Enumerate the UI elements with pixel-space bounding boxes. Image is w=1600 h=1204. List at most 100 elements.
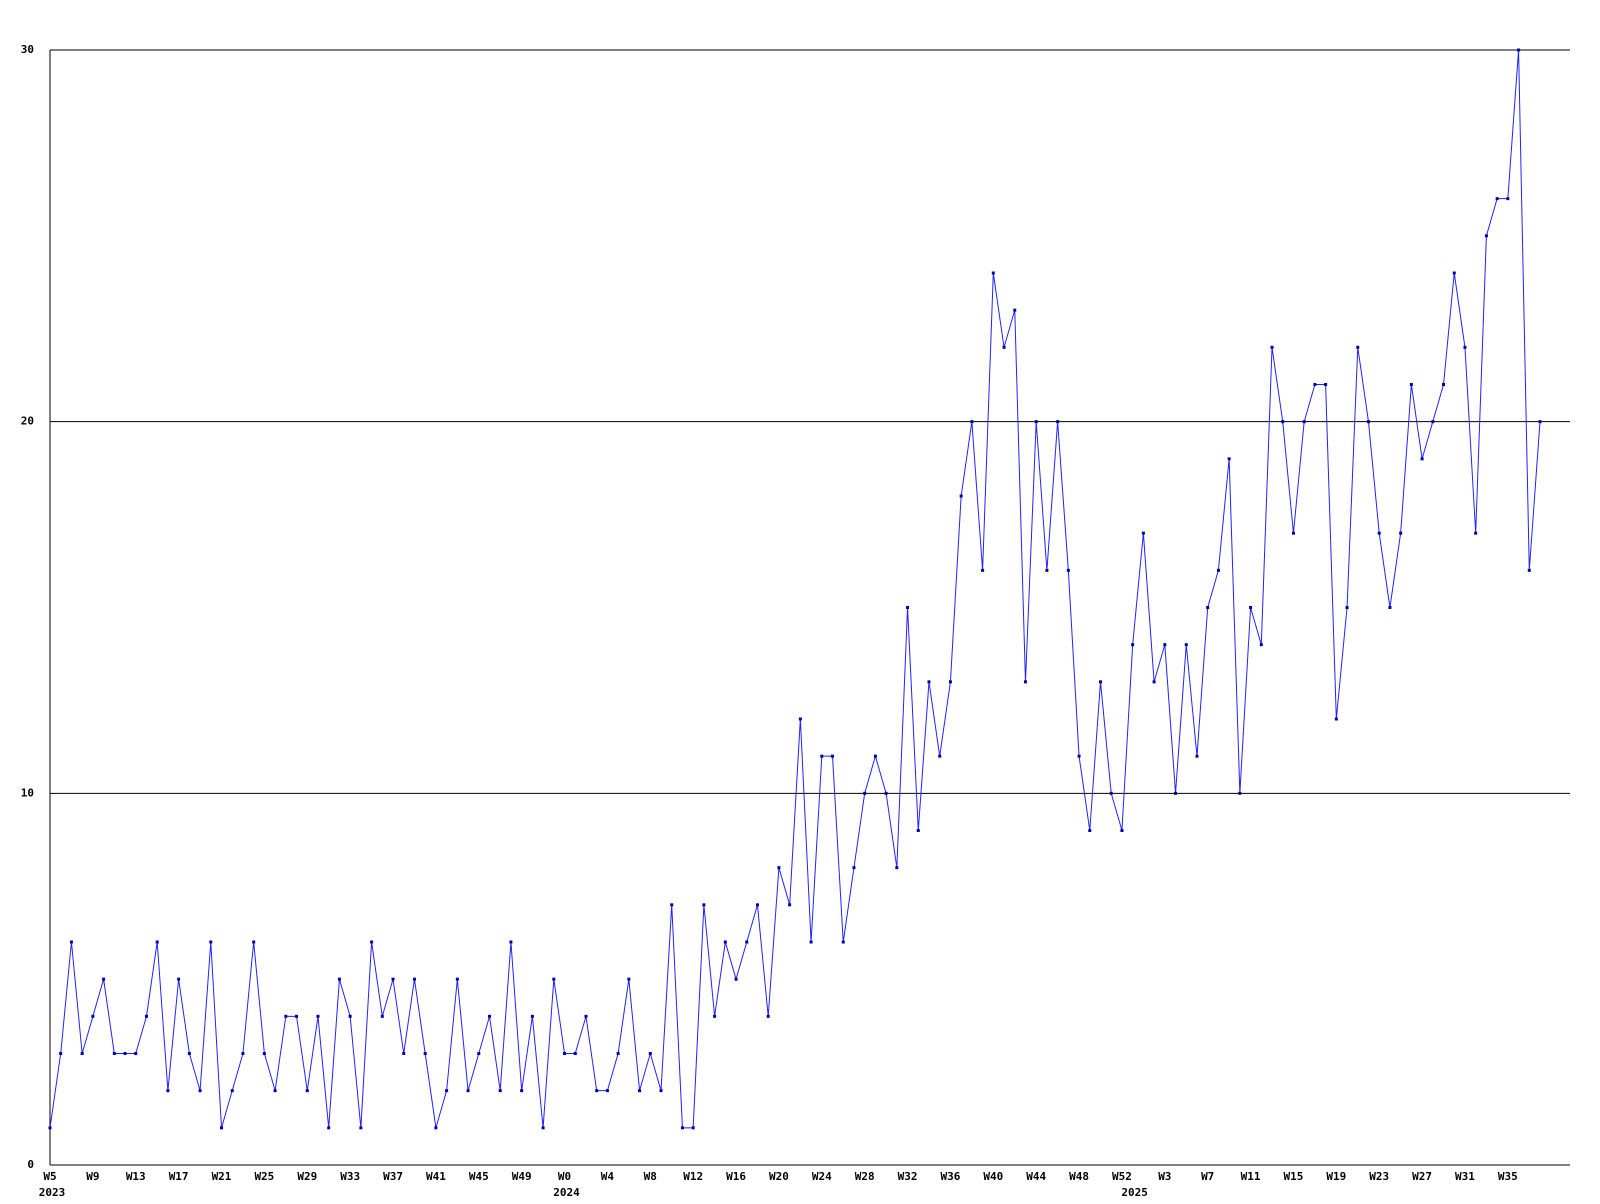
point <box>1313 383 1317 386</box>
point <box>348 1014 352 1018</box>
point <box>1442 383 1446 386</box>
x-tick-label: W25 <box>254 1170 274 1183</box>
point <box>370 940 374 944</box>
x-tick-label: W23 <box>1369 1170 1389 1183</box>
point <box>284 1014 288 1018</box>
point <box>1270 345 1274 349</box>
point <box>563 1052 567 1055</box>
point <box>820 754 824 758</box>
point <box>552 977 556 981</box>
point <box>1409 383 1413 386</box>
point <box>605 1089 609 1093</box>
point <box>48 1126 52 1130</box>
point <box>1420 457 1424 461</box>
point <box>841 940 845 944</box>
point <box>755 903 759 907</box>
point <box>584 1014 588 1018</box>
x-tick-label: W7 <box>1201 1170 1214 1183</box>
point <box>123 1052 127 1055</box>
point <box>112 1052 116 1055</box>
point <box>766 1014 770 1018</box>
point <box>1474 531 1478 535</box>
x-tick-label: W13 <box>126 1170 146 1183</box>
point <box>187 1052 191 1055</box>
point <box>1206 606 1210 609</box>
point <box>788 903 792 907</box>
point <box>487 1014 491 1018</box>
y-tick-label: 10 <box>21 786 34 799</box>
year-label: 2024 <box>553 1186 580 1199</box>
series-line <box>49 49 1541 1129</box>
point <box>1023 680 1027 684</box>
point <box>273 1089 277 1093</box>
point <box>402 1052 406 1055</box>
point <box>498 1089 502 1093</box>
point <box>884 791 888 795</box>
point <box>638 1089 642 1093</box>
point <box>1345 606 1349 609</box>
point <box>102 977 106 981</box>
point <box>981 568 985 572</box>
x-tick-label: W20 <box>769 1170 789 1183</box>
x-tick-label: W28 <box>855 1170 875 1183</box>
point <box>1388 606 1392 609</box>
x-tick-label: W33 <box>340 1170 360 1183</box>
point <box>1109 791 1113 795</box>
point <box>252 940 256 944</box>
point <box>423 1052 427 1055</box>
y-tick-label: 30 <box>21 43 34 56</box>
point <box>295 1014 299 1018</box>
point <box>412 977 416 981</box>
point <box>1002 345 1006 349</box>
point <box>1056 420 1060 424</box>
point <box>798 717 802 721</box>
point <box>1334 717 1338 721</box>
point <box>1259 643 1263 647</box>
x-tick-label: W29 <box>297 1170 317 1183</box>
point <box>713 1014 717 1018</box>
x-tick-label: W21 <box>212 1170 232 1183</box>
point <box>455 977 459 981</box>
point <box>155 940 159 944</box>
point <box>1281 420 1285 424</box>
point <box>262 1052 266 1055</box>
point <box>1174 791 1178 795</box>
point <box>1538 420 1542 424</box>
point <box>1495 197 1499 201</box>
point <box>1527 568 1531 572</box>
point <box>305 1089 309 1093</box>
point <box>1463 345 1467 349</box>
x-tick-label: W3 <box>1158 1170 1171 1183</box>
point <box>927 680 931 684</box>
point <box>1431 420 1435 424</box>
x-tick-label: W41 <box>426 1170 446 1183</box>
point <box>59 1052 63 1055</box>
point <box>1152 680 1156 684</box>
point <box>1302 420 1306 424</box>
point <box>1131 643 1135 647</box>
point <box>91 1014 95 1018</box>
x-tick-label: W45 <box>469 1170 489 1183</box>
point <box>895 866 899 870</box>
point <box>916 829 920 832</box>
x-tick-label: W40 <box>983 1170 1003 1183</box>
point <box>680 1126 684 1130</box>
x-tick-label: W52 <box>1112 1170 1132 1183</box>
point <box>745 940 749 944</box>
point <box>616 1052 620 1055</box>
point <box>1077 754 1081 758</box>
point <box>852 866 856 870</box>
point <box>466 1089 470 1093</box>
point <box>445 1089 449 1093</box>
point <box>144 1014 148 1018</box>
x-tick-label: W16 <box>726 1170 746 1183</box>
x-tick-label: W36 <box>940 1170 960 1183</box>
x-tick-label: W37 <box>383 1170 403 1183</box>
point <box>863 791 867 795</box>
year-label: 2023 <box>39 1186 66 1199</box>
point <box>337 977 341 981</box>
point <box>359 1126 363 1130</box>
point <box>670 903 674 907</box>
point <box>659 1089 663 1093</box>
